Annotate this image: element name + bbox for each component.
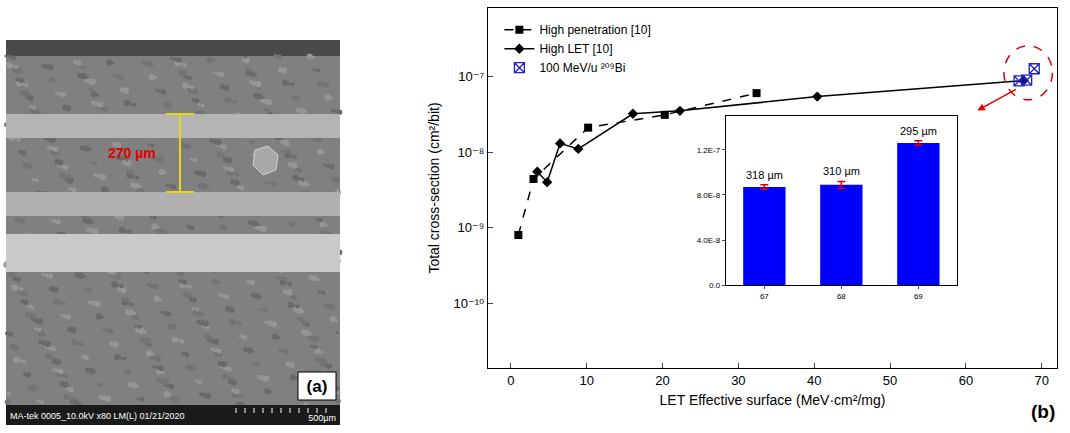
svg-text:8.0E-8: 8.0E-8 (697, 191, 721, 200)
svg-text:30: 30 (731, 373, 745, 388)
svg-text:(a): (a) (307, 377, 328, 396)
svg-text:0.0: 0.0 (709, 281, 721, 290)
svg-text:MA-tek 0005_10.0kV x80 LM(L) 0: MA-tek 0005_10.0kV x80 LM(L) 01/21/2020 (10, 411, 185, 421)
svg-text:20: 20 (655, 373, 669, 388)
svg-text:500µm: 500µm (308, 413, 336, 423)
svg-text:10⁻¹⁰: 10⁻¹⁰ (453, 296, 484, 311)
svg-text:318 µm: 318 µm (746, 169, 783, 181)
svg-text:50: 50 (883, 373, 897, 388)
svg-text:1.2E-7: 1.2E-7 (697, 146, 721, 155)
svg-text:High LET [10]: High LET [10] (539, 42, 612, 56)
svg-text:70: 70 (1035, 373, 1049, 388)
svg-text:0: 0 (507, 373, 514, 388)
svg-text:40: 40 (807, 373, 821, 388)
svg-text:10: 10 (579, 373, 593, 388)
svg-text:LET Effective surface (MeV·cm²: LET Effective surface (MeV·cm²/mg) (660, 392, 886, 408)
svg-text:10⁻⁹: 10⁻⁹ (457, 220, 484, 235)
svg-text:67: 67 (760, 292, 769, 301)
svg-text:10⁻⁷: 10⁻⁷ (458, 69, 484, 84)
svg-text:295 µm: 295 µm (900, 125, 937, 137)
svg-text:4.0E-8: 4.0E-8 (697, 236, 721, 245)
svg-text:60: 60 (959, 373, 973, 388)
svg-text:310 µm: 310 µm (823, 165, 860, 177)
svg-text:Total cross-section (cm²/bit): Total cross-section (cm²/bit) (426, 102, 442, 273)
svg-text:10⁻⁸: 10⁻⁸ (457, 145, 484, 160)
svg-text:High penetration [10]: High penetration [10] (539, 23, 650, 37)
svg-text:100 MeV/u ²⁰⁹Bi: 100 MeV/u ²⁰⁹Bi (539, 61, 625, 75)
svg-text:69: 69 (914, 292, 923, 301)
svg-text:68: 68 (837, 292, 846, 301)
svg-text:270 µm: 270 µm (108, 145, 156, 161)
svg-text:(b): (b) (1031, 401, 1055, 422)
